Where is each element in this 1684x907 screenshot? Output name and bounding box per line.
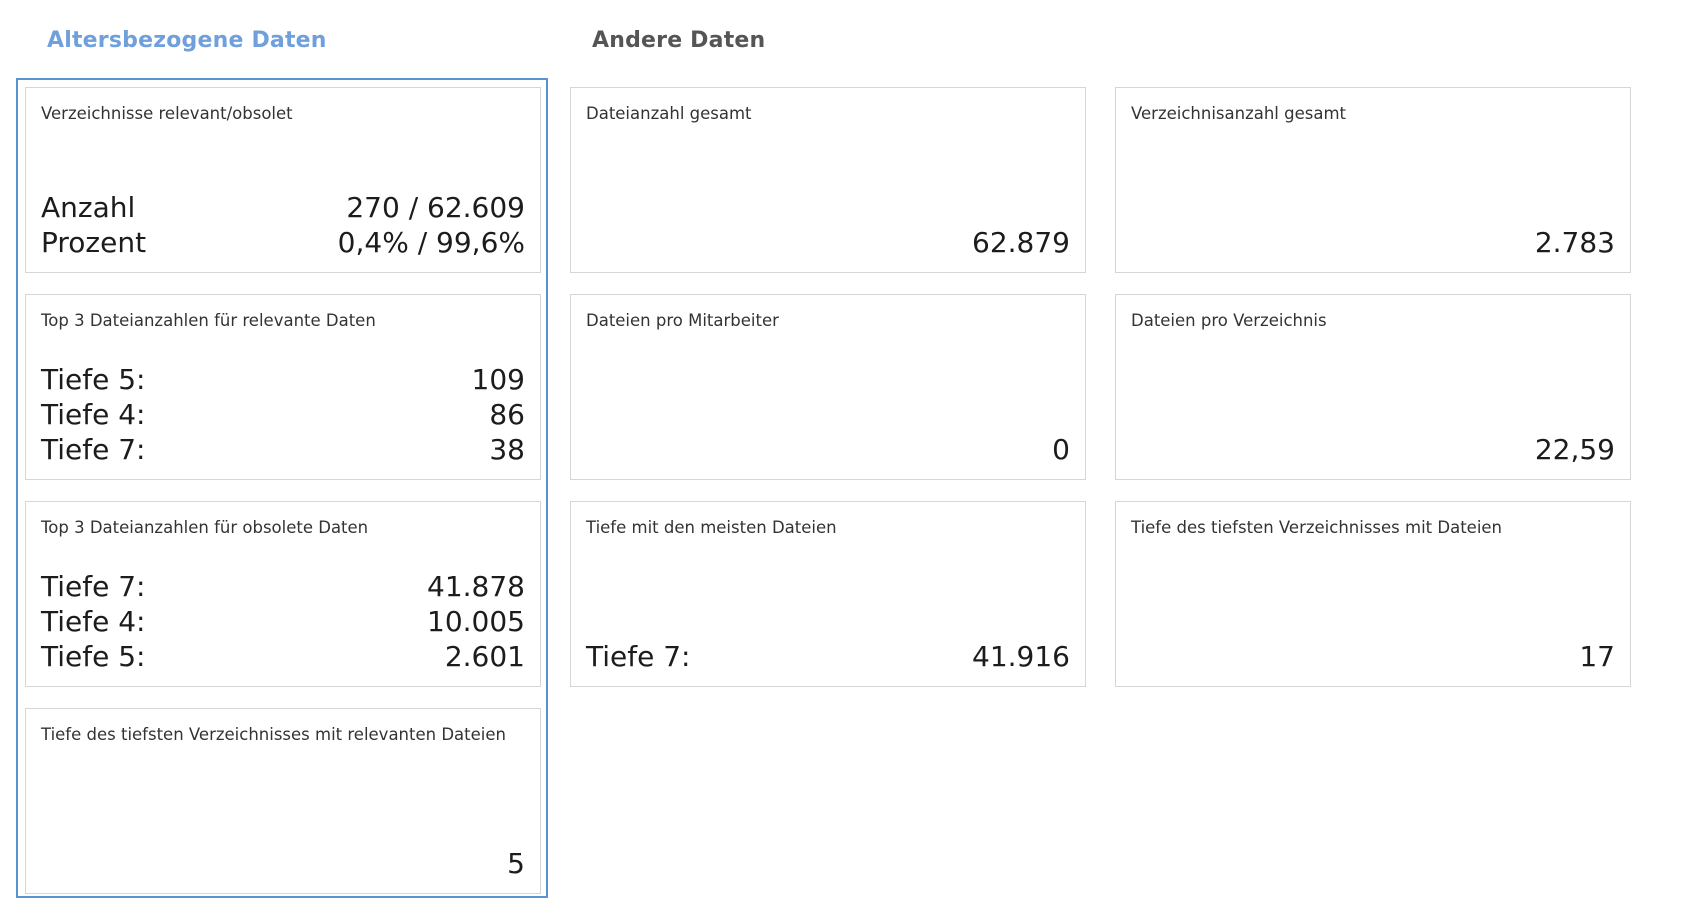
card-row: Tiefe 7: 41.878 [41,569,525,604]
card-top3-obsolete[interactable]: Top 3 Dateianzahlen für obsolete Daten T… [25,501,541,687]
card-files-per-directory[interactable]: Dateien pro Verzeichnis 22,59 [1115,294,1631,480]
row-label: Tiefe 5: [41,640,146,673]
card-row: Tiefe 5: 109 [41,362,525,397]
card-title: Top 3 Dateianzahlen für obsolete Daten [41,518,369,537]
card-file-count-total[interactable]: Dateianzahl gesamt 62.879 [570,87,1086,273]
row-label: Tiefe 7: [41,570,146,603]
row-value: 41.916 [972,640,1070,673]
card-title: Tiefe des tiefsten Verzeichnisses mit Da… [1131,518,1503,537]
card-row: Anzahl 270 / 62.609 [41,190,525,225]
card-top3-relevant[interactable]: Top 3 Dateianzahlen für relevante Daten … [25,294,541,480]
card-row: Tiefe 4: 86 [41,397,525,432]
card-value: 62.879 [972,226,1070,259]
card-title: Verzeichnisse relevant/obsolet [41,104,293,123]
row-value: 0,4% / 99,6% [337,226,525,259]
card-rows: Tiefe 5: 109 Tiefe 4: 86 Tiefe 7: 38 [41,362,525,467]
row-value: 41.878 [427,570,525,603]
card-value: 5 [507,847,525,880]
row-value: 10.005 [427,605,525,638]
card-row: Prozent 0,4% / 99,6% [41,225,525,260]
card-rows: Tiefe 7: 41.878 Tiefe 4: 10.005 Tiefe 5:… [41,569,525,674]
card-rows: Tiefe 7: 41.916 [586,639,1070,674]
row-value: 86 [489,398,525,431]
card-title: Dateien pro Verzeichnis [1131,311,1327,330]
card-title: Verzeichnisanzahl gesamt [1131,104,1347,123]
card-rows: Anzahl 270 / 62.609 Prozent 0,4% / 99,6% [41,190,525,260]
card-title: Dateianzahl gesamt [586,104,752,123]
row-value: 2.601 [444,640,525,673]
card-row: Tiefe 4: 10.005 [41,604,525,639]
card-deepest-relevant-directory[interactable]: Tiefe des tiefsten Verzeichnisses mit re… [25,708,541,894]
card-depth-most-files[interactable]: Tiefe mit den meisten Dateien Tiefe 7: 4… [570,501,1086,687]
card-title: Top 3 Dateianzahlen für relevante Daten [41,311,376,330]
row-value: 270 / 62.609 [346,191,525,224]
row-label: Prozent [41,226,147,259]
card-value: 0 [1052,433,1070,466]
card-title: Tiefe des tiefsten Verzeichnisses mit re… [41,725,506,744]
card-value: 17 [1579,640,1615,673]
card-files-per-employee[interactable]: Dateien pro Mitarbeiter 0 [570,294,1086,480]
row-label: Tiefe 5: [41,363,146,396]
row-value: 38 [489,433,525,466]
row-label: Tiefe 4: [41,398,146,431]
card-value: 22,59 [1534,433,1615,466]
card-title: Dateien pro Mitarbeiter [586,311,779,330]
card-title: Tiefe mit den meisten Dateien [586,518,837,537]
row-label: Tiefe 4: [41,605,146,638]
card-deepest-directory-with-files[interactable]: Tiefe des tiefsten Verzeichnisses mit Da… [1115,501,1631,687]
row-label: Tiefe 7: [41,433,146,466]
card-directories-relevant-obsolete[interactable]: Verzeichnisse relevant/obsolet Anzahl 27… [25,87,541,273]
card-value: 2.783 [1534,226,1615,259]
selected-group-frame [16,78,548,898]
card-row: Tiefe 5: 2.601 [41,639,525,674]
row-label: Anzahl [41,191,136,224]
section-title-other: Andere Daten [592,28,766,53]
card-directory-count-total[interactable]: Verzeichnisanzahl gesamt 2.783 [1115,87,1631,273]
row-value: 109 [471,363,525,396]
section-title-age-related: Altersbezogene Daten [47,28,327,53]
row-label: Tiefe 7: [586,640,691,673]
card-row: Tiefe 7: 41.916 [586,639,1070,674]
card-row: Tiefe 7: 38 [41,432,525,467]
